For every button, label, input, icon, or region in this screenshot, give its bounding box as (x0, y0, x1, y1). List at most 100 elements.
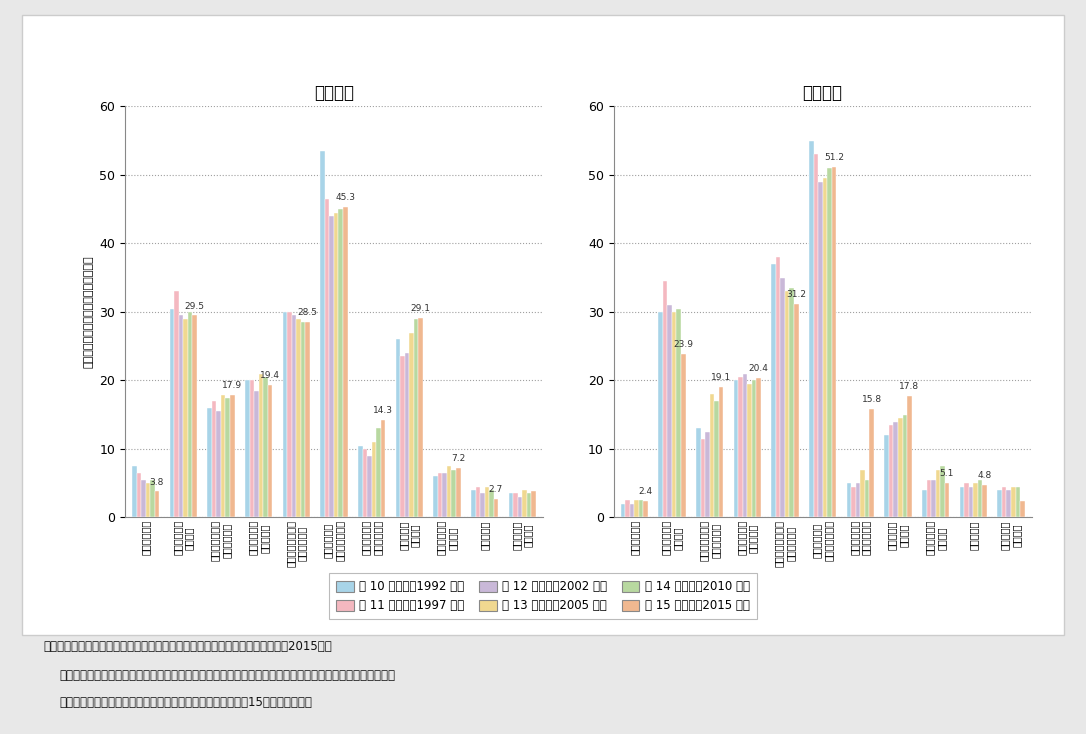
Text: 17.9: 17.9 (223, 381, 242, 390)
Bar (476, 487, 480, 517)
Bar (220, 395, 226, 517)
Text: 28.5: 28.5 (298, 308, 317, 317)
Bar (630, 504, 634, 517)
Text: 14.3: 14.3 (372, 406, 393, 415)
Bar (634, 501, 639, 517)
Bar (381, 420, 386, 517)
Bar (747, 384, 752, 517)
Bar (292, 316, 296, 517)
Bar (371, 442, 376, 517)
Text: 29.5: 29.5 (185, 302, 204, 310)
Bar (832, 167, 836, 517)
Bar (756, 378, 761, 517)
Bar (771, 264, 775, 517)
Bar (818, 182, 823, 517)
Bar (794, 304, 798, 517)
Bar (809, 141, 813, 517)
Bar (983, 484, 987, 517)
Bar (700, 439, 705, 517)
Bar (527, 493, 531, 517)
Bar (471, 490, 476, 517)
Bar (367, 456, 371, 517)
Bar (626, 501, 630, 517)
Bar (522, 490, 527, 517)
Bar (188, 312, 192, 517)
Bar (931, 480, 936, 517)
Bar (514, 493, 518, 517)
Text: 5.1: 5.1 (939, 469, 955, 478)
Bar (207, 408, 212, 517)
Bar (418, 318, 422, 517)
Bar (333, 213, 339, 517)
Bar (325, 199, 329, 517)
Text: 注：対象は、２５～３４歳の未婚者。未婚者のうち何％の人が各項目を独身にとどまっている理由（三つま: 注：対象は、２５～３４歳の未婚者。未婚者のうち何％の人が各項目を独身にとどまって… (60, 669, 395, 682)
Bar (709, 394, 715, 517)
Bar (484, 487, 489, 517)
Text: 資料：国立社会保障・人口問題研究所「出生動向基本調査（独身者調査）」（2015年）: 資料：国立社会保障・人口問題研究所「出生動向基本調査（独身者調査）」（2015年… (43, 639, 332, 653)
Bar (438, 473, 442, 517)
Bar (813, 154, 818, 517)
Bar (734, 380, 738, 517)
Bar (936, 470, 940, 517)
Bar (267, 385, 273, 517)
Bar (621, 504, 626, 517)
Bar (531, 492, 535, 517)
Bar (376, 429, 381, 517)
Bar (672, 312, 677, 517)
Bar (889, 425, 894, 517)
Bar (456, 468, 460, 517)
Bar (287, 312, 292, 517)
Bar (677, 308, 681, 517)
Bar (643, 501, 648, 517)
Bar (296, 319, 301, 517)
Bar (518, 497, 522, 517)
Bar (245, 380, 250, 517)
Bar (997, 490, 1002, 517)
Bar (870, 410, 874, 517)
Bar (301, 322, 305, 517)
Bar (339, 209, 343, 517)
Bar (258, 374, 263, 517)
Bar (250, 380, 254, 517)
Bar (894, 421, 898, 517)
Bar (442, 473, 447, 517)
Bar (860, 470, 864, 517)
Bar (480, 493, 484, 517)
Bar (864, 480, 870, 517)
Bar (668, 305, 672, 517)
Bar (902, 415, 907, 517)
Title: 【男性】: 【男性】 (314, 84, 354, 102)
Text: 2.7: 2.7 (489, 485, 503, 494)
Bar (1020, 501, 1024, 517)
Bar (363, 449, 367, 517)
Bar (343, 207, 348, 517)
Bar (960, 487, 964, 517)
Bar (132, 466, 137, 517)
Text: で選択可）としてあげているかを示す。グラフ上の数値は第15回調査の結果。: で選択可）としてあげているかを示す。グラフ上の数値は第15回調査の結果。 (60, 696, 313, 709)
Title: 【女性】: 【女性】 (803, 84, 843, 102)
Bar (141, 480, 146, 517)
Bar (212, 401, 216, 517)
Bar (828, 168, 832, 517)
Text: 20.4: 20.4 (748, 364, 769, 373)
Bar (856, 483, 860, 517)
Bar (719, 387, 723, 517)
Bar (898, 418, 902, 517)
Bar (169, 308, 174, 517)
Text: 17.8: 17.8 (899, 382, 920, 390)
Bar (216, 411, 220, 517)
Bar (775, 257, 781, 517)
Bar (305, 322, 310, 517)
Bar (405, 353, 409, 517)
Text: 2.4: 2.4 (639, 487, 653, 496)
Bar (184, 319, 188, 517)
Text: 31.2: 31.2 (786, 290, 806, 299)
Bar (1002, 487, 1007, 517)
Bar (137, 473, 141, 517)
Text: 19.4: 19.4 (260, 371, 280, 379)
Bar (1007, 490, 1011, 517)
Bar (329, 216, 334, 517)
Bar (781, 277, 785, 517)
Bar (743, 374, 747, 517)
Bar (320, 151, 325, 517)
